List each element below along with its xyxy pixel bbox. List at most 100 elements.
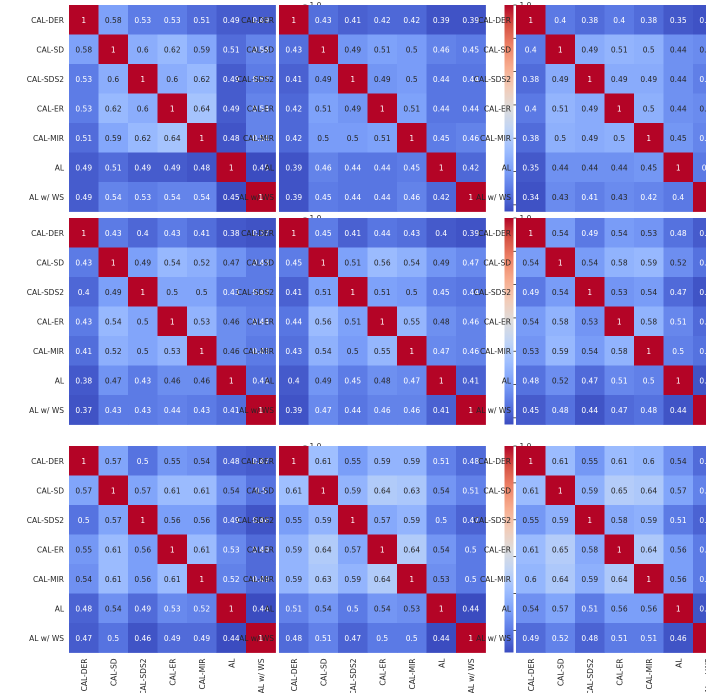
cell-value-label: 0.61 <box>105 575 122 584</box>
cell-value-label: 1 <box>170 317 175 326</box>
cell-value-label: 1 <box>258 193 263 202</box>
cell-value-label: 0.37 <box>75 406 92 415</box>
heatmap-cell <box>663 623 694 653</box>
heatmap-cell <box>397 505 427 535</box>
cell-value-label: 0.41 <box>285 288 302 297</box>
heatmap-cell <box>663 247 694 278</box>
row-tick-label: CAL-MIR <box>480 575 511 584</box>
heatmap-cell <box>516 365 546 396</box>
cell-value-label: 1 <box>229 163 234 172</box>
cell-value-label: 0.57 <box>552 604 569 613</box>
heatmap-cell <box>604 475 635 506</box>
heatmap-cell <box>69 564 99 594</box>
cell-value-label: 0.56 <box>193 516 210 525</box>
heatmap-cell <box>216 34 247 65</box>
cell-value-label: 0.59 <box>552 516 569 525</box>
heatmap-cell <box>367 5 398 35</box>
cell-value-label: 1 <box>291 229 296 238</box>
heatmap-cell <box>98 218 129 248</box>
heatmap-cell <box>98 64 129 94</box>
cell-value-label: 0.44 <box>344 163 361 172</box>
heatmap-cell <box>216 475 247 506</box>
heatmap-cell <box>69 306 99 337</box>
heatmap-cell <box>634 152 664 183</box>
heatmap-cell <box>516 152 546 183</box>
cell-value-label: 0.5 <box>435 516 447 525</box>
heatmap-cell <box>308 64 339 94</box>
heatmap-cell <box>426 365 457 396</box>
cell-value-label: 0.55 <box>403 317 420 326</box>
heatmap-cell <box>516 277 546 307</box>
heatmap-cell <box>246 446 276 476</box>
heatmap-cell <box>128 182 158 212</box>
heatmap-cell <box>604 336 635 366</box>
cell-value-label: 1 <box>81 457 86 466</box>
heatmap-cell <box>663 152 694 183</box>
heatmap-cell <box>693 564 706 594</box>
heatmap-cell <box>157 218 188 248</box>
cell-value-label: 1 <box>468 634 473 643</box>
cell-value-label: 0.41 <box>285 75 302 84</box>
cell-value-label: 1 <box>140 516 145 525</box>
colorbar <box>504 5 514 212</box>
cell-value-label: 0.58 <box>611 258 628 267</box>
heatmap-cell <box>69 277 99 307</box>
heatmap-cell <box>516 5 546 35</box>
heatmap-cell <box>338 623 368 653</box>
cell-value-label: 0.47 <box>105 376 122 385</box>
heatmap-cell <box>426 34 457 65</box>
heatmap-cell <box>693 218 706 248</box>
heatmap-cell <box>516 475 546 506</box>
heatmap-panel-2: 1 0.43 0.41 0.42 0.42 0.39 0.390.43 1 0.49 0.51 0.… <box>237 1 532 212</box>
heatmap-cell <box>604 218 635 248</box>
column-tick-label: CAL-ER <box>378 659 387 686</box>
heatmap-cell <box>634 64 664 94</box>
cell-value-label: 0.44 <box>699 376 706 385</box>
cell-value-label: 1 <box>350 288 355 297</box>
heatmap-cell <box>338 64 368 94</box>
heatmap-cell <box>575 564 605 594</box>
heatmap-cell <box>426 534 457 565</box>
cell-value-label: 0.51 <box>285 604 302 613</box>
cell-value-label: 0.42 <box>374 16 391 25</box>
heatmap-cell <box>604 623 635 653</box>
cell-value-label: 0.45 <box>315 229 332 238</box>
heatmap-cell <box>246 277 276 307</box>
cell-value-label: 0.44 <box>670 45 687 54</box>
heatmap-cell <box>575 5 605 35</box>
heatmap-cell <box>516 623 546 653</box>
cell-value-label: 0.54 <box>223 486 240 495</box>
heatmap-cell <box>98 336 129 366</box>
heatmap-cell <box>367 152 398 183</box>
cell-value-label: 0.47 <box>315 406 332 415</box>
heatmap-cell <box>69 446 99 476</box>
heatmap-cell <box>69 395 99 425</box>
cell-value-label: 0.57 <box>374 516 391 525</box>
heatmap-panel-6: 1 0.54 0.49 0.54 0.53 0.48 0.45 0.54 1 0.54 0.58 0.… <box>474 218 706 425</box>
heatmap-cell <box>338 152 368 183</box>
heatmap-cell <box>308 505 339 535</box>
cell-value-label: 1 <box>258 406 263 415</box>
cell-value-label: 0.39 <box>285 193 302 202</box>
heatmap-cell <box>426 475 457 506</box>
heatmap-cell <box>397 34 427 65</box>
cell-value-label: 1 <box>409 134 414 143</box>
cell-value-label: 1 <box>587 516 592 525</box>
cell-value-label: 0.55 <box>522 516 539 525</box>
heatmap-cell <box>397 247 427 278</box>
cell-value-label: 0.6 <box>525 575 537 584</box>
column-tick-label: CAL-SD <box>556 658 565 686</box>
cell-value-label: 0.49 <box>134 604 151 613</box>
heatmap-cell <box>279 34 309 65</box>
heatmap-cell <box>157 306 188 337</box>
row-tick-label: CAL-DER <box>478 16 511 25</box>
cell-value-label: 0.54 <box>252 104 269 113</box>
heatmap-cell <box>128 218 158 248</box>
heatmap-cell <box>634 475 664 506</box>
heatmap-cell <box>246 182 276 212</box>
cell-value-label: 0.53 <box>223 545 240 554</box>
cell-value-label: 0.55 <box>581 457 598 466</box>
column-tick-label: CAL-ER <box>168 659 177 686</box>
heatmap-cell <box>634 365 664 396</box>
cell-value-label: 0.51 <box>433 457 450 466</box>
